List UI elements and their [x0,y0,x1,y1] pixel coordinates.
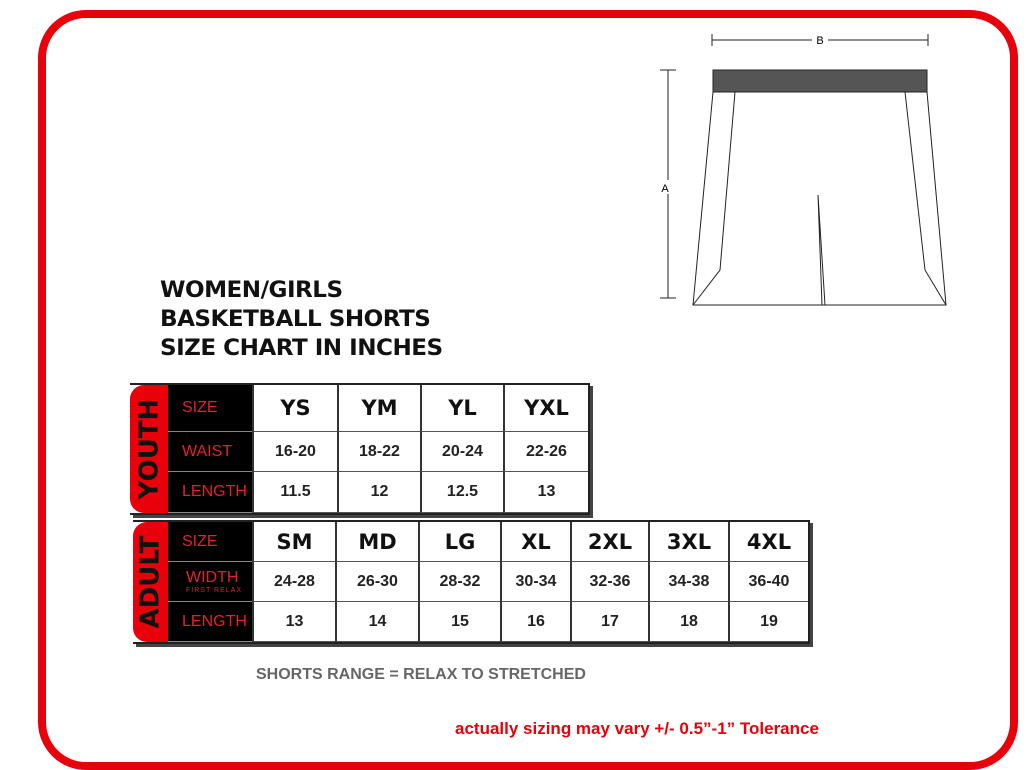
length-cell: 12.5 [420,472,503,513]
title-line: SIZE CHART IN INCHES [160,336,443,361]
size-cell: 2XL [570,522,648,562]
row-label: SIZE [168,522,252,562]
size-cell: MD [335,522,418,562]
youth-size-table: YOUTH SIZE YS YM YL YXL WAIST 16-20 18-2… [130,383,590,515]
size-cell: SM [252,522,335,562]
youth-tab: YOUTH [130,385,168,513]
size-cell: YM [337,385,420,432]
width-cell: 30-34 [500,562,570,602]
waist-cell: 20-24 [420,432,503,472]
length-cell: 17 [570,602,648,642]
row-label: LENGTH [168,602,252,642]
width-cell: 28-32 [418,562,500,602]
waist-cell: 22-26 [503,432,588,472]
length-cell: 15 [418,602,500,642]
dimension-b-label: B [816,35,823,47]
size-cell: 4XL [728,522,808,562]
size-cell: XL [500,522,570,562]
adult-tab: ADULT [133,522,168,642]
size-cell: YXL [503,385,588,432]
adult-size-table: ADULT SIZE SM MD LG XL 2XL 3XL 4XL WIDTH… [133,520,810,644]
length-cell: 12 [337,472,420,513]
size-cell: 3XL [648,522,728,562]
length-cell: 18 [648,602,728,642]
length-cell: 19 [728,602,808,642]
width-cell: 36-40 [728,562,808,602]
range-note: SHORTS RANGE = RELAX TO STRETCHED [256,666,586,683]
size-cell: YS [252,385,337,432]
size-cell: YL [420,385,503,432]
shorts-diagram: B A [660,33,947,306]
title-line: WOMEN/GIRLS [160,278,343,303]
row-label: WIDTH FIRST RELAX [168,562,252,602]
length-cell: 16 [500,602,570,642]
size-cell: LG [418,522,500,562]
waist-cell: 18-22 [337,432,420,472]
waist-cell: 16-20 [252,432,337,472]
title-line: BASKETBALL SHORTS [160,307,431,332]
length-cell: 14 [335,602,418,642]
row-label: SIZE [168,385,252,432]
dimension-a-label: A [661,183,669,195]
length-cell: 13 [503,472,588,513]
row-label: LENGTH [168,472,252,513]
width-cell: 24-28 [252,562,335,602]
tolerance-note: actually sizing may vary +/- 0.5”-1” Tol… [455,719,819,738]
width-cell: 34-38 [648,562,728,602]
page-title: WOMEN/GIRLS BASKETBALL SHORTS SIZE CHART… [160,276,443,363]
width-cell: 26-30 [335,562,418,602]
row-label: WAIST [168,432,252,472]
width-cell: 32-36 [570,562,648,602]
length-cell: 11.5 [252,472,337,513]
length-cell: 13 [252,602,335,642]
